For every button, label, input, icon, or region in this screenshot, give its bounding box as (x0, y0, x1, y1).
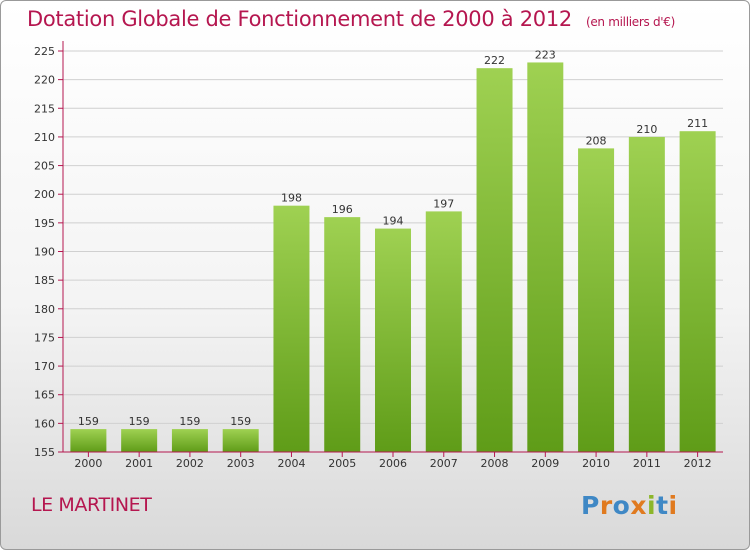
chart-title-text: Dotation Globale de Fonctionnement de 20… (27, 7, 572, 31)
logo-letter: P (581, 491, 600, 520)
x-tick-label: 2012 (684, 457, 712, 470)
bar-2005 (324, 217, 361, 452)
logo-letter: t (656, 491, 669, 520)
logo-letter: i (668, 491, 678, 520)
value-label: 159 (129, 415, 150, 428)
x-tick-label: 2007 (430, 457, 458, 470)
bar-2008 (476, 68, 513, 452)
x-tick-label: 2011 (633, 457, 661, 470)
value-label: 197 (433, 197, 454, 210)
bar-2007 (425, 211, 462, 452)
logo-letter: r (599, 491, 613, 520)
commune-name: LE MARTINET (31, 494, 152, 516)
chart-subtitle: (en milliers d'€) (585, 15, 675, 29)
value-label: 222 (484, 54, 505, 67)
value-label: 223 (535, 48, 556, 61)
y-tick-label: 170 (34, 360, 55, 373)
y-tick-label: 205 (34, 160, 55, 173)
x-tick-label: 2002 (176, 457, 204, 470)
x-tick-label: 2005 (328, 457, 356, 470)
y-tick-label: 200 (34, 188, 55, 201)
logo-letter: i (647, 491, 657, 520)
y-tick-label: 185 (34, 274, 55, 287)
bar-2002 (171, 429, 208, 452)
bar-2004 (273, 205, 310, 452)
y-tick-label: 165 (34, 389, 55, 402)
y-tick-label: 180 (34, 303, 55, 316)
value-label: 196 (332, 203, 353, 216)
y-tick-label: 225 (34, 45, 55, 58)
bar-2001 (121, 429, 158, 452)
x-tick-label: 2000 (74, 457, 102, 470)
bar-2003 (222, 429, 259, 452)
value-label: 159 (179, 415, 200, 428)
x-tick-label: 2003 (227, 457, 255, 470)
value-label: 159 (230, 415, 251, 428)
x-tick-label: 2008 (481, 457, 509, 470)
chart-title: Dotation Globale de Fonctionnement de 20… (27, 7, 675, 31)
x-tick-label: 2010 (582, 457, 610, 470)
bar-2000 (70, 429, 107, 452)
value-label: 208 (586, 134, 607, 147)
bar-2006 (375, 228, 411, 452)
y-tick-label: 155 (34, 446, 55, 459)
x-tick-label: 2009 (531, 457, 559, 470)
logo-letter: x (630, 491, 647, 520)
y-tick-label: 210 (34, 131, 55, 144)
labels: 155 160 165 170 175 180 185 190 195 200 205 210 215 2… (34, 45, 712, 470)
value-label: 198 (281, 192, 302, 205)
y-tick-label: 190 (34, 246, 55, 259)
x-tick-label: 2006 (379, 457, 407, 470)
bars (70, 62, 716, 452)
logo-letter: o (612, 491, 631, 520)
y-tick-label: 215 (34, 102, 55, 115)
bar-2009 (527, 62, 564, 452)
axes (58, 41, 723, 457)
value-label: 194 (383, 215, 404, 228)
proxiti-logo[interactable]: Proxiti (581, 491, 678, 520)
value-label: 210 (636, 123, 657, 136)
y-tick-label: 220 (34, 74, 55, 87)
value-label: 211 (687, 117, 708, 130)
y-tick-label: 175 (34, 331, 55, 344)
x-tick-label: 2004 (277, 457, 305, 470)
bar-2011 (628, 136, 665, 452)
bar-2012 (679, 131, 716, 452)
x-tick-label: 2001 (125, 457, 153, 470)
bar-2010 (578, 148, 615, 452)
y-tick-label: 195 (34, 217, 55, 230)
value-label: 159 (78, 415, 99, 428)
y-tick-label: 160 (34, 417, 55, 430)
